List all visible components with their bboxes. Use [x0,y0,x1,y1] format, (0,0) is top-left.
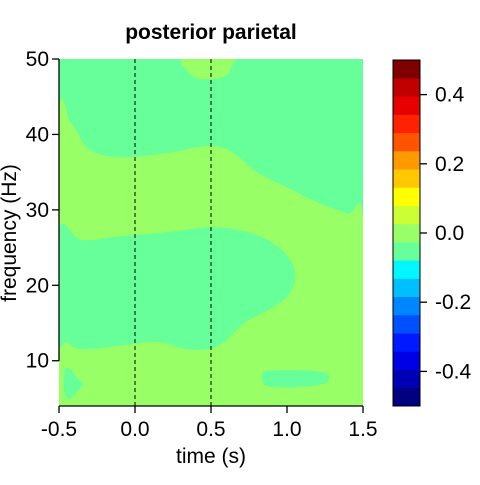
x-tick-label: 1.0 [272,418,301,441]
colorbar-segment [393,206,420,225]
colorbar-tick-label: 0.0 [435,222,464,245]
contour-region-4 [262,370,329,387]
colorbar-segment [393,115,420,134]
colorbar-segment [393,224,420,243]
colorbar-segment [393,370,420,389]
colorbar-segment [393,151,420,170]
colorbar-segment [393,315,420,334]
x-tick-label: 0.0 [120,418,149,441]
y-tick-label: 30 [26,199,49,222]
colorbar-tick-label: 0.2 [435,153,464,176]
colorbar-tick-label: 0.4 [435,84,465,107]
colorbar-segment [393,187,420,206]
y-axis: 10 20 30 40 50 [26,48,59,373]
x-tick-label: 0.5 [196,418,225,441]
colorbar-segment [393,78,420,97]
colorbar-segment [393,169,420,188]
colorbar-tick-label: -0.2 [435,291,471,314]
x-tick-label: 1.5 [348,418,377,441]
plot-area [36,58,386,436]
y-tick-label: 40 [26,123,49,146]
y-axis-label: frequency (Hz) [0,164,21,302]
colorbar-segment [393,242,420,261]
colorbar-segment [393,333,420,352]
colorbar-segment [393,96,420,115]
x-axis-label: time (s) [176,445,246,468]
colorbar-segment [393,279,420,298]
colorbar-tick-label: -0.4 [435,360,472,383]
colorbar-segment [393,260,420,279]
colorbar-segment [393,60,420,79]
x-axis: -0.5 0.0 0.5 1.0 1.5 [41,406,378,441]
colorbar-segment [393,133,420,152]
x-tick-label: -0.5 [41,418,77,441]
colorbar: 0.4 0.2 0.0 -0.2 -0.4 [393,60,472,406]
colorbar-segment [393,297,420,316]
colorbar-segment [393,351,420,370]
colorbar-segment [393,388,420,407]
y-tick-label: 50 [26,48,49,71]
chart-title: posterior parietal [125,21,297,44]
y-tick-label: 10 [26,350,49,373]
y-tick-label: 20 [26,274,49,297]
